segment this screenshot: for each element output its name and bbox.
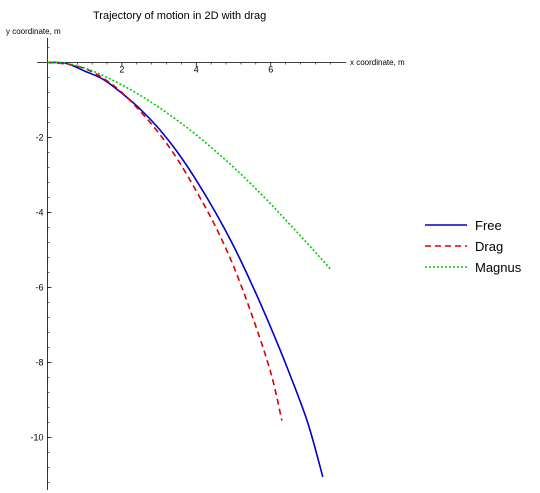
y-axis-label: y coordinate, m: [6, 27, 61, 36]
legend-label-magnus: Magnus: [475, 260, 522, 275]
y-tick-label: -2: [35, 133, 43, 143]
legend: Free Drag Magnus: [425, 218, 522, 275]
ticks-layer: 2 4 6 -2 -4 -6 -8 -10: [30, 47, 331, 483]
x-axis-label: x coordinate, m: [350, 58, 405, 67]
y-tick-label: -6: [35, 283, 43, 293]
series-line-magnus: [47, 61, 331, 270]
x-tick-label: 6: [268, 65, 273, 75]
series-line-drag: [47, 61, 283, 421]
y-tick-label: -8: [35, 358, 43, 368]
legend-label-free: Free: [475, 218, 502, 233]
series-line-free: [47, 61, 324, 478]
x-tick-label: 2: [119, 65, 124, 75]
chart-title: Trajectory of motion in 2D with drag: [93, 10, 266, 22]
legend-label-drag: Drag: [475, 239, 503, 254]
series-layer: [47, 61, 331, 478]
y-tick-label: -4: [35, 208, 43, 218]
x-tick-label: 4: [194, 65, 199, 75]
y-tick-label: -10: [30, 433, 43, 443]
